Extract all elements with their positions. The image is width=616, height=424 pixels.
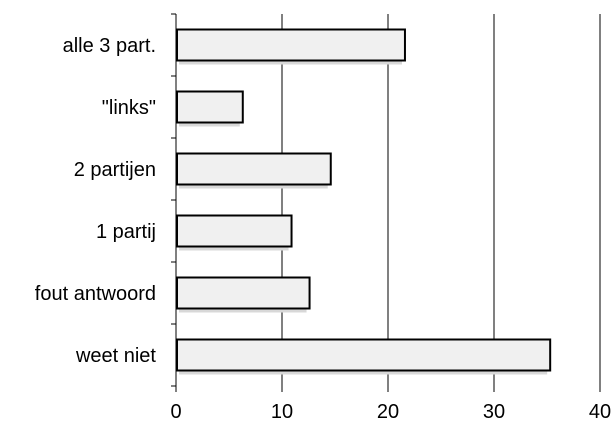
category-label: fout antwoord — [35, 283, 156, 305]
category-label: "links" — [102, 97, 156, 119]
gridlines — [281, 14, 601, 386]
bars — [176, 28, 552, 375]
bar-0 — [176, 28, 406, 62]
bar-5 — [176, 338, 552, 372]
category-labels: alle 3 part. "links" 2 partijen 1 partij fou… — [35, 35, 157, 367]
bar-2 — [176, 152, 332, 186]
x-tick-label: 20 — [377, 401, 399, 423]
bar-4 — [176, 276, 311, 310]
bar-1 — [176, 90, 244, 124]
x-tick-label: 40 — [589, 401, 611, 423]
category-label: weet niet — [75, 345, 156, 367]
axes — [171, 13, 601, 392]
category-label: 1 partij — [96, 221, 156, 243]
bar-3 — [176, 214, 293, 248]
x-tick-label: 30 — [483, 401, 505, 423]
category-label: 2 partijen — [74, 159, 156, 181]
x-tick-labels: 0 10 20 30 40 — [170, 401, 611, 423]
category-label: alle 3 part. — [63, 35, 156, 57]
x-tick-label: 10 — [271, 401, 293, 423]
x-tick-label: 0 — [170, 401, 181, 423]
